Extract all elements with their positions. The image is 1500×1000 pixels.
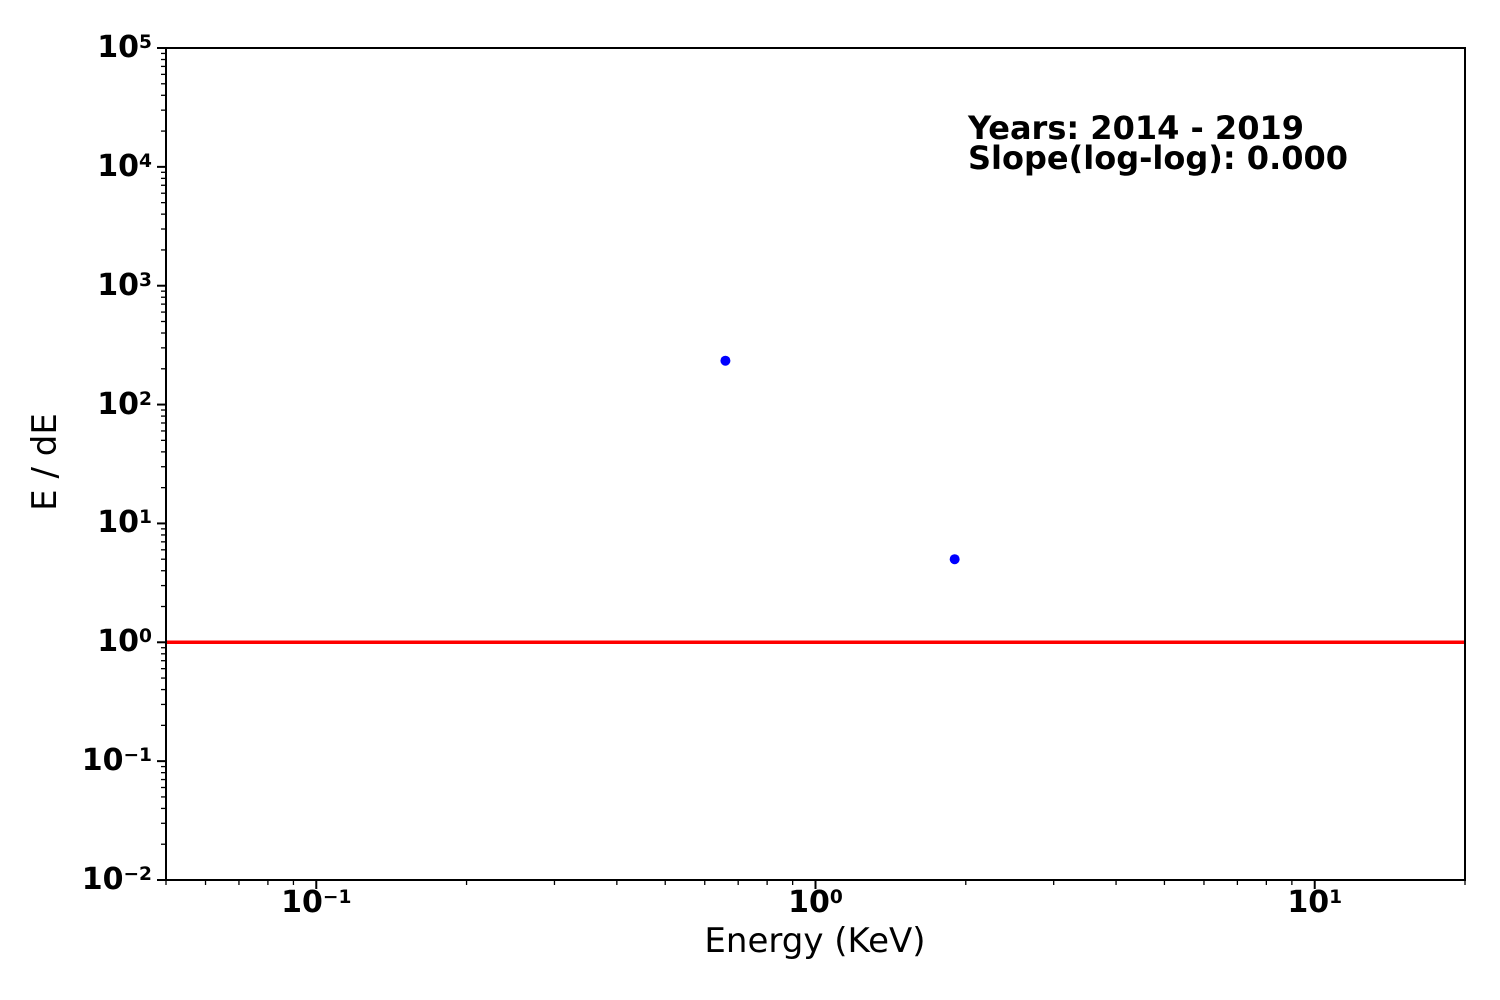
y-tick-label: 100 (97, 624, 152, 660)
x-tick-label: 10−1 (281, 885, 352, 920)
plot-frame (165, 47, 1466, 881)
y-tick-label: 102 (97, 386, 152, 422)
y-tick-label: 10−2 (81, 862, 152, 897)
y-axis-label: E / dE (25, 413, 65, 511)
y-tick-label: 105 (97, 30, 152, 65)
annotation: Years: 2014 - 2019 Slope(log-log): 0.000 (968, 109, 1349, 177)
y-tick-label: 101 (97, 505, 152, 541)
annotation-years: Years: 2014 - 2019 (968, 109, 1304, 147)
y-tick-label: 104 (97, 148, 152, 184)
y-tick-label: 103 (97, 267, 152, 303)
annotation-slope: Slope(log-log): 0.000 (968, 139, 1349, 177)
x-tick-label: 100 (788, 885, 843, 920)
x-tick-label: 101 (1287, 885, 1343, 920)
data-point (949, 554, 960, 565)
data-point (720, 355, 731, 366)
x-axis-label: Energy (KeV) (704, 921, 926, 961)
y-tick-label: 10−1 (81, 743, 152, 779)
